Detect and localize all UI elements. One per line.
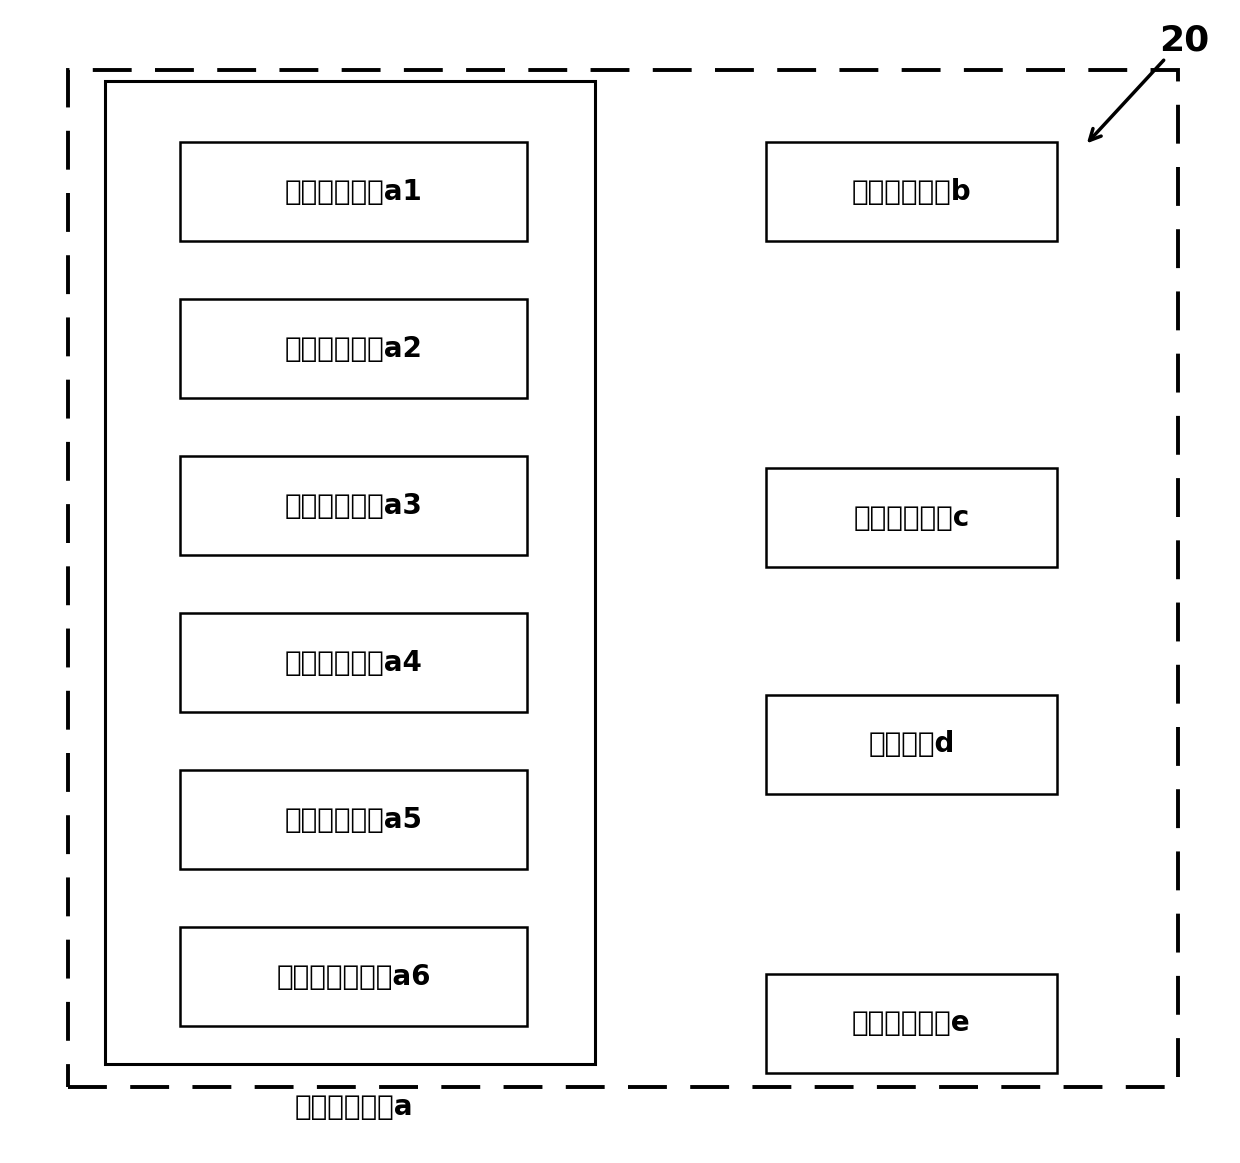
Bar bbox=[765, 142, 1056, 242]
Text: 显示分割单元a2: 显示分割单元a2 bbox=[284, 335, 423, 363]
Text: 主机查询模块e: 主机查询模块e bbox=[852, 1009, 971, 1037]
Bar bbox=[105, 81, 595, 1064]
Bar bbox=[765, 469, 1056, 566]
Bar bbox=[765, 975, 1056, 1072]
Bar bbox=[180, 928, 527, 1026]
Text: 状态选择接口b: 状态选择接口b bbox=[852, 178, 971, 206]
Bar bbox=[180, 770, 527, 870]
Bar bbox=[180, 142, 527, 242]
Text: 拼接检测模块c: 拼接检测模块c bbox=[853, 504, 970, 531]
Text: 拼接管理模块a: 拼接管理模块a bbox=[294, 1093, 413, 1121]
Text: 拼接接口d: 拼接接口d bbox=[868, 730, 955, 758]
Bar bbox=[68, 70, 1178, 1087]
Bar bbox=[180, 300, 527, 398]
Text: 子任务执行单元a6: 子任务执行单元a6 bbox=[277, 963, 430, 991]
Text: 资源分配单元a5: 资源分配单元a5 bbox=[284, 806, 423, 834]
Bar bbox=[180, 614, 527, 712]
Text: 20: 20 bbox=[1159, 23, 1209, 58]
Bar bbox=[765, 694, 1056, 793]
Bar bbox=[180, 457, 527, 556]
Text: 资源统计单元a4: 资源统计单元a4 bbox=[284, 649, 423, 677]
Text: 显示切换单元a3: 显示切换单元a3 bbox=[284, 492, 423, 520]
Text: 状态确定单元a1: 状态确定单元a1 bbox=[284, 178, 423, 206]
